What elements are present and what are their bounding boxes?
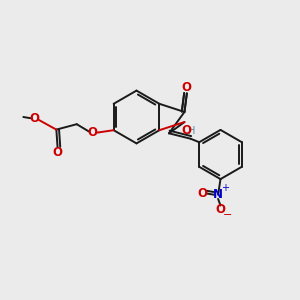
Text: O: O (197, 187, 207, 200)
Text: +: + (221, 183, 229, 193)
Text: O: O (29, 112, 39, 125)
Text: O: O (215, 203, 226, 216)
Text: H: H (188, 126, 195, 136)
Text: N: N (213, 188, 223, 201)
Text: O: O (181, 124, 191, 137)
Text: O: O (182, 82, 192, 94)
Text: −: − (222, 210, 232, 220)
Text: O: O (52, 146, 62, 159)
Text: O: O (87, 126, 97, 139)
